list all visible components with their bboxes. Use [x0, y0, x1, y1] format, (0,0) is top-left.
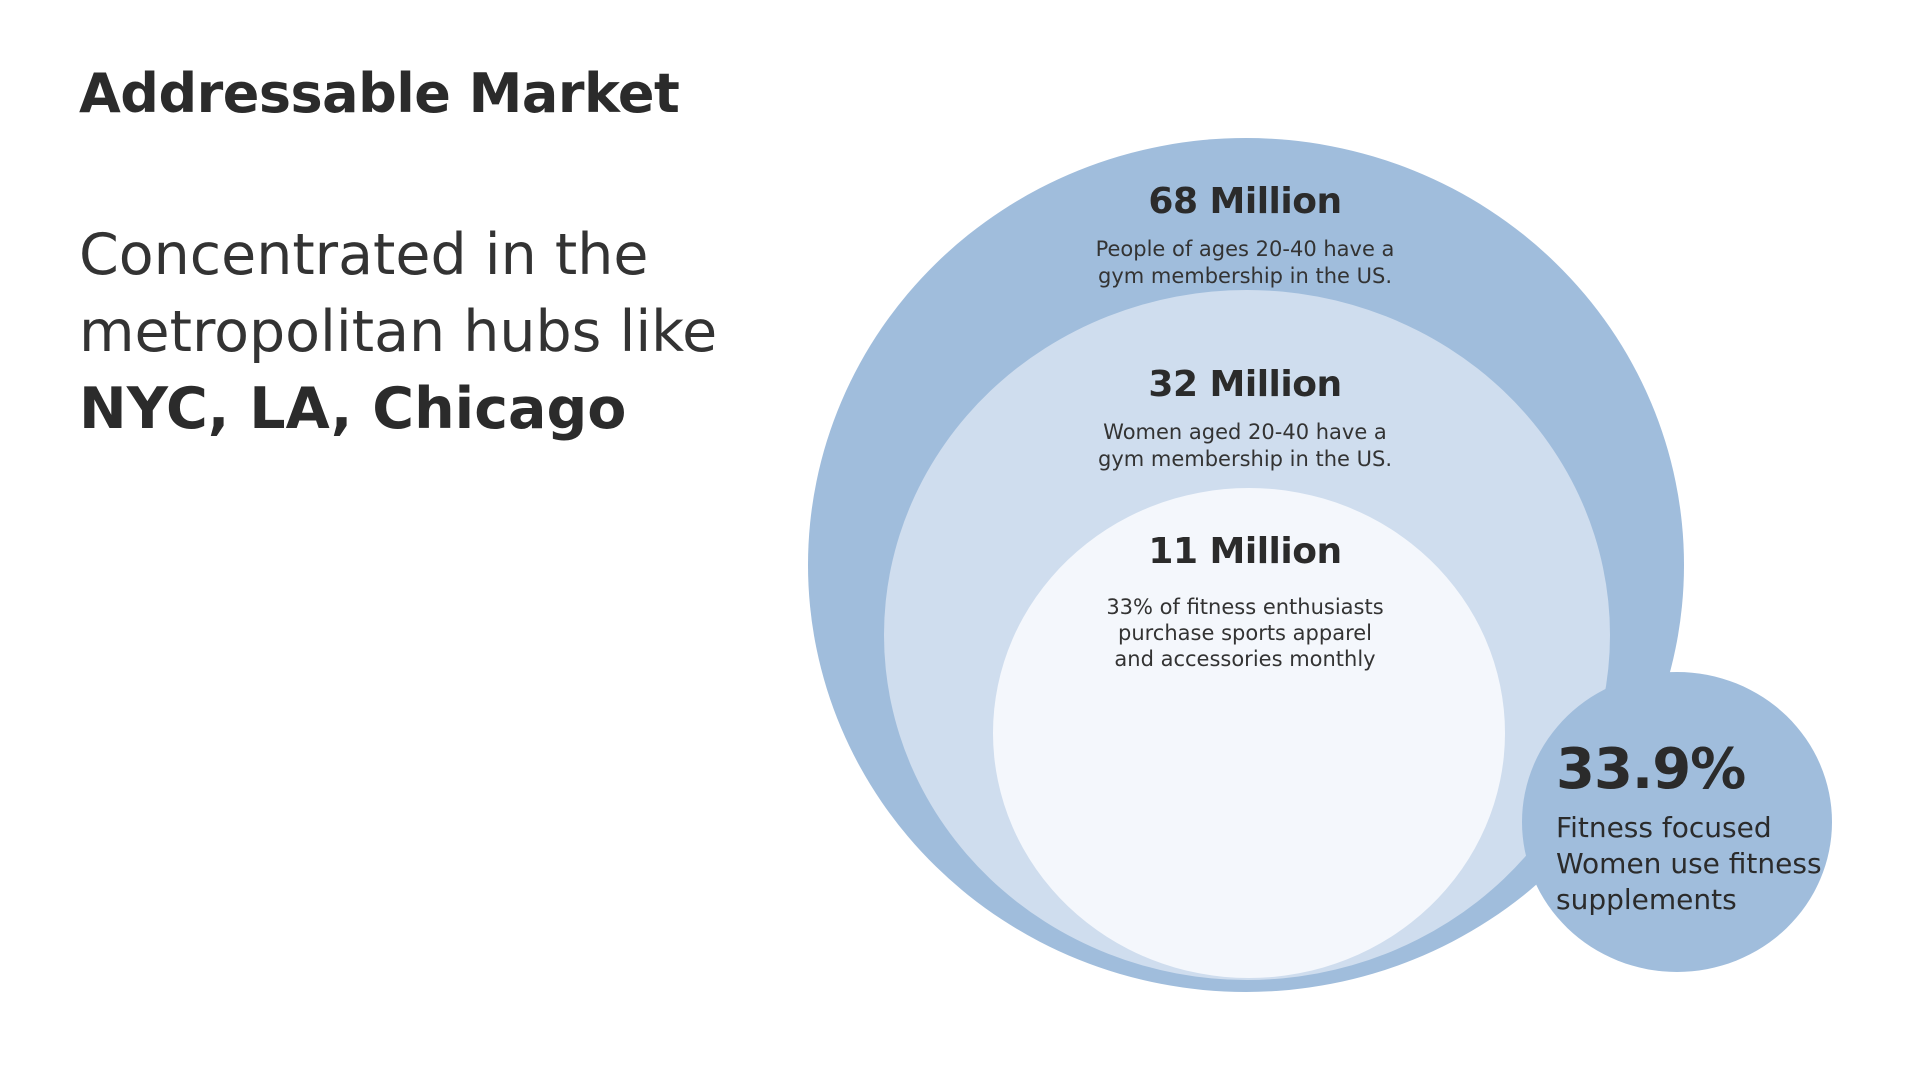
outer-circle-description: People of ages 20-40 have a gym membersh…	[1050, 236, 1440, 290]
middle-circle-label: 32 Million Women aged 20-40 have a gym m…	[1050, 361, 1440, 473]
inner-market-circle	[993, 488, 1505, 978]
subtitle-cities: NYC, LA, Chicago	[79, 376, 627, 442]
middle-desc-line: gym membership in the US.	[1097, 447, 1393, 471]
middle-circle-description: Women aged 20-40 have a gym membership i…	[1050, 419, 1440, 473]
supplement-circle	[1522, 672, 1832, 972]
middle-circle-value: 32 Million	[1148, 364, 1342, 405]
supplement-desc-line: Fitness focused	[1556, 811, 1772, 844]
inner-desc-line: and accessories monthly	[1114, 647, 1376, 671]
slide-title: Addressable Market	[79, 62, 680, 125]
inner-desc-line: purchase sports apparel	[1118, 621, 1372, 645]
supplement-value: 33.9%	[1556, 737, 1746, 802]
outer-desc-line: People of ages 20-40 have a	[1095, 237, 1395, 261]
outer-circle-value: 68 Million	[1148, 181, 1342, 222]
inner-circle-label: 11 Million 33% of fitness enthusiasts pu…	[1075, 528, 1415, 672]
inner-circle-description: 33% of fitness enthusiasts purchase spor…	[1075, 594, 1415, 672]
subtitle-line-2: metropolitan hubs like	[79, 299, 718, 365]
supplement-desc-line: supplements	[1556, 883, 1737, 916]
outer-circle-label: 68 Million People of ages 20-40 have a g…	[1050, 178, 1440, 290]
slide-subtitle: Concentrated in the metropolitan hubs li…	[79, 217, 717, 448]
subtitle-line-1: Concentrated in the	[79, 222, 649, 288]
outer-desc-line: gym membership in the US.	[1097, 264, 1393, 288]
supplement-circle-label: 33.9% Fitness focused Women use fitness …	[1556, 738, 1836, 918]
inner-circle-value: 11 Million	[1148, 531, 1342, 572]
supplement-description: Fitness focused Women use fitness supple…	[1556, 810, 1836, 918]
inner-desc-line: 33% of fitness enthusiasts	[1106, 595, 1384, 619]
supplement-desc-line: Women use fitness	[1556, 847, 1822, 880]
middle-desc-line: Women aged 20-40 have a	[1103, 420, 1387, 444]
